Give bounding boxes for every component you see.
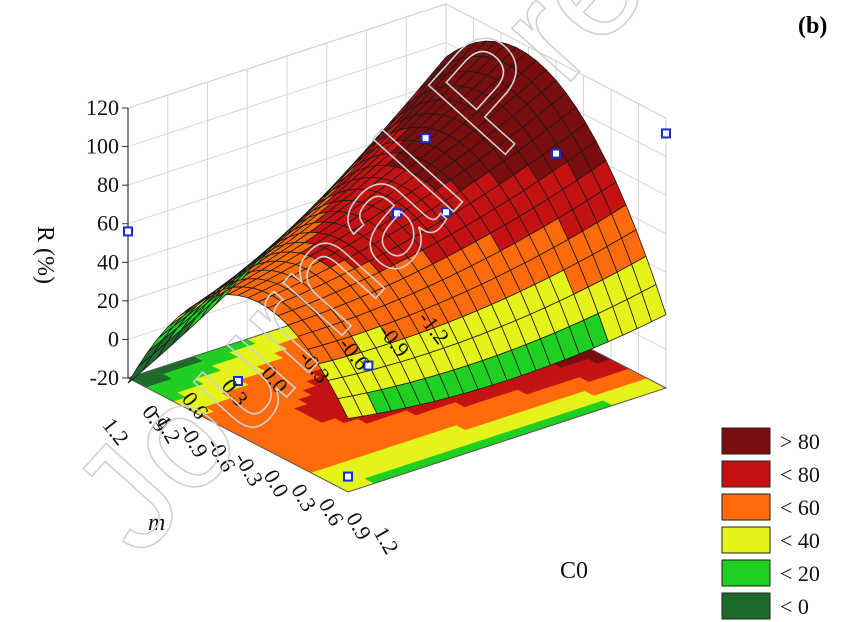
data-point [420, 133, 431, 144]
z-tick-label: 20 [97, 288, 119, 313]
m-axis-label: m [148, 510, 165, 536]
data-point [551, 148, 561, 159]
data-point [392, 208, 402, 219]
legend: > 80 < 80 < 60 < 40 < 20 < 0 [721, 427, 820, 620]
data-point [441, 207, 451, 218]
legend-label: < 0 [780, 594, 809, 619]
legend-label: < 80 [780, 462, 820, 487]
z-tick-label: 80 [97, 172, 119, 197]
legend-label: < 60 [780, 495, 820, 520]
c0-axis-label: C0 [560, 558, 588, 584]
z-tick-label: 0 [108, 326, 119, 351]
surface-cell [127, 354, 153, 384]
z-tick-label: -20 [90, 365, 119, 390]
experimental-points [123, 128, 671, 482]
z-axis-ticks: 120 100 80 60 40 20 0 -20 [86, 95, 128, 390]
z-tick-label: 40 [97, 249, 119, 274]
data-point [233, 376, 243, 386]
legend-swatch [721, 427, 771, 455]
data-point [123, 226, 133, 237]
z-axis-label: R (%) [32, 226, 58, 284]
legend-label: < 20 [780, 561, 820, 586]
data-point [343, 471, 353, 482]
panel-label: (b) [798, 13, 827, 39]
legend-label: > 80 [780, 429, 820, 454]
z-tick-label: 100 [86, 134, 119, 159]
legend-label: < 40 [780, 528, 820, 553]
legend-swatch [721, 493, 771, 521]
data-point [363, 360, 374, 371]
z-tick-label: 60 [97, 211, 119, 236]
surface-cell [337, 395, 364, 420]
z-tick-label: 120 [86, 95, 119, 120]
legend-swatch [721, 526, 771, 554]
legend-swatch [721, 559, 771, 587]
legend-swatch [721, 592, 771, 620]
response-surface [127, 40, 667, 420]
data-point [661, 128, 671, 139]
legend-swatch [721, 460, 771, 488]
